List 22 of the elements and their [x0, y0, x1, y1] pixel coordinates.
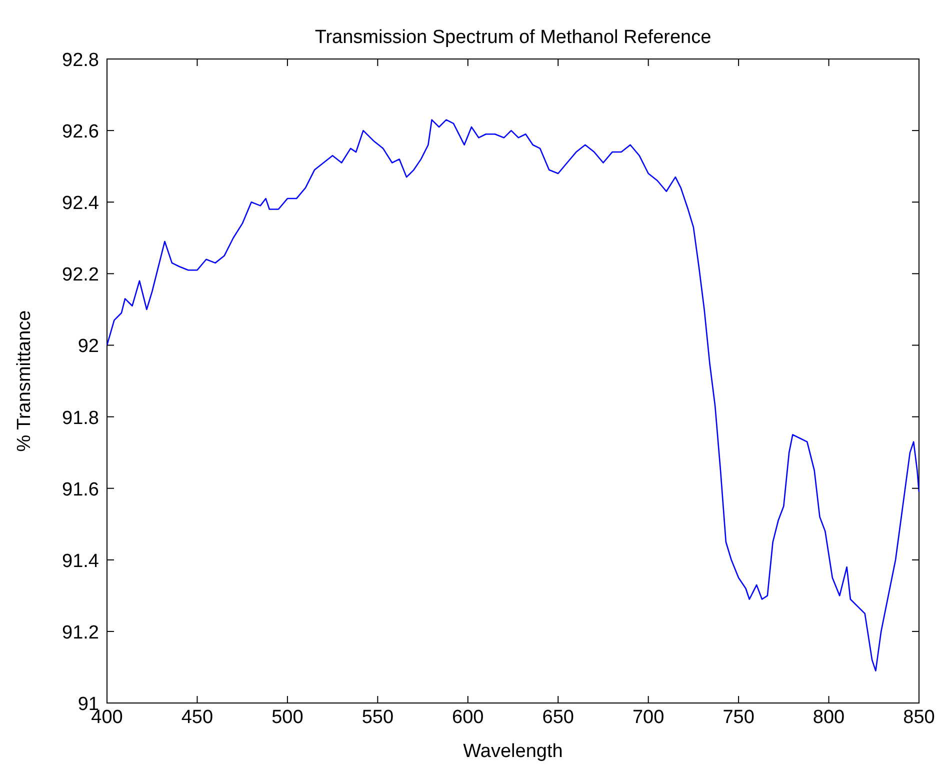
- y-tick-label: 92.4: [62, 193, 100, 214]
- y-tick-label: 92.8: [62, 50, 99, 71]
- line-series: [106, 119, 920, 672]
- y-tick-label: 92.6: [62, 122, 99, 143]
- x-tick-label: 650: [542, 707, 574, 728]
- x-tick-label: 700: [632, 707, 664, 728]
- y-tick-label: 91.8: [62, 408, 99, 429]
- chart-title: Transmission Spectrum of Methanol Reference: [314, 27, 712, 48]
- x-tick-label: 600: [452, 707, 484, 728]
- x-tick-label: 450: [181, 707, 214, 728]
- y-axis-title: % Transmittance: [14, 310, 35, 452]
- x-axis-title: Wavelength: [463, 741, 563, 762]
- x-tick-label: 850: [903, 707, 935, 728]
- x-tick-label: 750: [722, 707, 754, 728]
- y-tick-label: 91.6: [62, 479, 99, 500]
- y-tick-label: 92: [78, 336, 99, 358]
- x-tick-label: 800: [812, 707, 845, 728]
- y-tick-label: 91.2: [62, 622, 99, 644]
- y-tick-label: 92.2: [62, 264, 99, 286]
- x-tick-label: 500: [272, 707, 304, 728]
- y-tick-label: 91.4: [62, 550, 100, 572]
- x-tick-label: 550: [362, 707, 394, 728]
